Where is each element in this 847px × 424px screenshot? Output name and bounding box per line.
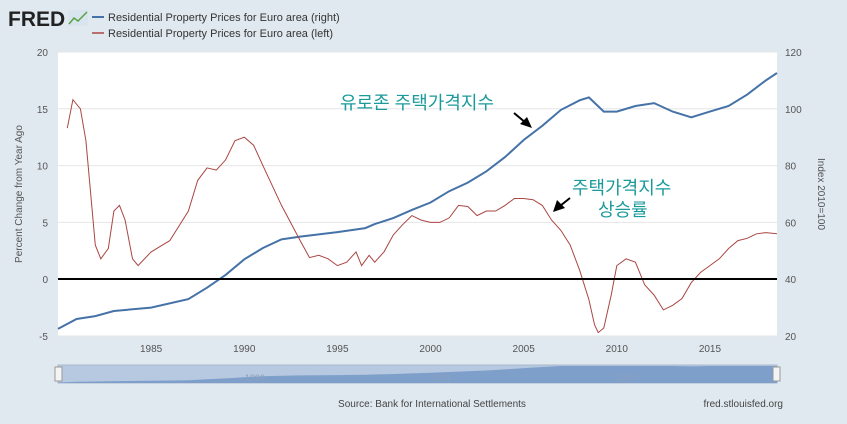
plot-area <box>58 52 777 336</box>
series-line-left <box>66 98 778 334</box>
navigator-tick: 2000 <box>430 373 450 383</box>
y-tick-right: 60 <box>785 218 797 229</box>
navigator-tick: 1990 <box>245 373 265 383</box>
x-tick: 1985 <box>140 344 163 355</box>
range-navigator[interactable]: 1990 2000 2010 <box>54 364 781 384</box>
y-tick-right: 100 <box>785 105 802 116</box>
y-tick-right: 20 <box>785 332 797 343</box>
y-tick-left: 15 <box>37 105 49 116</box>
source-text: Source: Bank for International Settlemen… <box>338 399 526 410</box>
x-tick: 2015 <box>699 344 722 355</box>
arrowhead-index <box>520 117 532 128</box>
x-tick: 2005 <box>513 344 536 355</box>
legend-label-right[interactable]: Residential Property Prices for Euro are… <box>108 12 340 24</box>
x-tick: 2010 <box>606 344 629 355</box>
legend-label-left[interactable]: Residential Property Prices for Euro are… <box>108 28 333 40</box>
annotation-index: 유로존 주택가격지수 <box>340 93 494 113</box>
annotation-arrow-growth <box>559 197 571 207</box>
y-tick-right: 120 <box>785 48 802 59</box>
x-tick: 2000 <box>419 344 442 355</box>
site-link[interactable]: fred.stlouisfed.org <box>704 399 784 410</box>
y-tick-left: 20 <box>37 48 49 59</box>
fred-logo-icon <box>68 10 88 26</box>
x-tick: 1995 <box>326 344 349 355</box>
y-tick-right: 40 <box>785 275 797 286</box>
y-tick-right: 80 <box>785 162 797 173</box>
navigator-area <box>58 366 777 383</box>
y-tick-left: 5 <box>42 218 48 229</box>
arrowhead-growth <box>553 200 565 212</box>
series-line-right <box>57 72 778 330</box>
y-axis-label-left: Percent Change from Year Ago <box>14 125 25 263</box>
annotation-growth-line1: 주택가격지수 <box>572 178 671 198</box>
y-tick-left: -5 <box>39 332 48 343</box>
y-tick-left: 10 <box>37 162 49 173</box>
annotation-growth-line2: 상승률 <box>598 200 648 220</box>
y-axis-label-right: Index 2010=100 <box>815 158 826 230</box>
navigator-handle-left[interactable] <box>54 366 63 382</box>
navigator-tick: 2010 <box>615 373 635 383</box>
y-tick-left: 0 <box>42 275 48 286</box>
navigator-handle-right[interactable] <box>772 366 781 382</box>
x-tick: 1990 <box>233 344 256 355</box>
fred-logo: FRED <box>8 8 65 31</box>
